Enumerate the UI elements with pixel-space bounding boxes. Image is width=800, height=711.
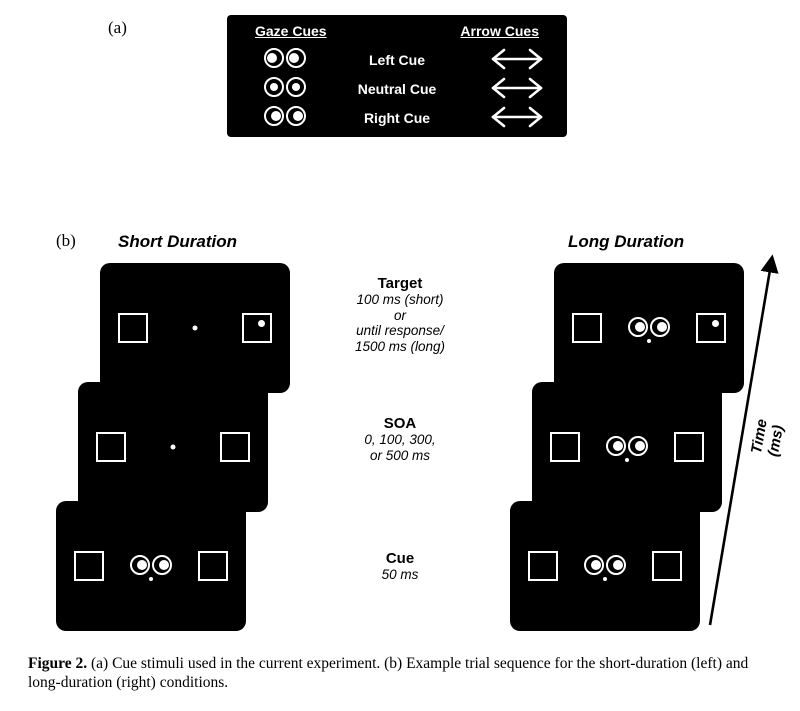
stage-target: Target 100 ms (short)oruntil response/15… bbox=[310, 275, 490, 354]
fixation-dot bbox=[193, 326, 198, 331]
short-duration-title: Short Duration bbox=[118, 232, 237, 252]
target-dot bbox=[712, 320, 719, 327]
stage-cue-detail: 50 ms bbox=[310, 567, 490, 583]
gaze-eyes-icon bbox=[605, 436, 649, 456]
stage-soa-detail: 0, 100, 300,or 500 ms bbox=[310, 432, 490, 463]
left-card-target bbox=[100, 263, 290, 393]
long-duration-title: Long Duration bbox=[568, 232, 684, 252]
target-dot bbox=[258, 320, 265, 327]
left-card-soa bbox=[78, 382, 268, 512]
panel-b-label: (b) bbox=[56, 231, 76, 251]
right-placeholder-box bbox=[696, 313, 726, 343]
right-placeholder-box bbox=[652, 551, 682, 581]
right-placeholder-box bbox=[198, 551, 228, 581]
gaze-eyes-icon bbox=[627, 317, 671, 337]
left-placeholder-box bbox=[74, 551, 104, 581]
gaze-eyes-icon bbox=[129, 555, 173, 575]
right-card-soa bbox=[532, 382, 722, 512]
left-card-cue bbox=[56, 501, 246, 631]
gaze-eyes-icon bbox=[583, 555, 627, 575]
stage-soa: SOA 0, 100, 300,or 500 ms bbox=[310, 415, 490, 463]
row-left-label: Left Cue bbox=[347, 52, 447, 68]
right-card-target bbox=[554, 263, 744, 393]
right-placeholder-box bbox=[242, 313, 272, 343]
gaze-left-icon bbox=[263, 48, 307, 68]
arrow-cues-header: Arrow Cues bbox=[460, 23, 539, 39]
stage-target-detail: 100 ms (short)oruntil response/1500 ms (… bbox=[310, 292, 490, 354]
panel-a-label: (a) bbox=[108, 18, 127, 38]
left-placeholder-box bbox=[572, 313, 602, 343]
left-placeholder-box bbox=[96, 432, 126, 462]
row-right-label: Right Cue bbox=[347, 110, 447, 126]
left-placeholder-box bbox=[550, 432, 580, 462]
left-placeholder-box bbox=[528, 551, 558, 581]
figure-caption: Figure 2. (a) Cue stimuli used in the cu… bbox=[28, 654, 772, 693]
gaze-neutral-icon bbox=[263, 77, 307, 97]
right-placeholder-box bbox=[220, 432, 250, 462]
time-axis-label: Time (ms) bbox=[748, 401, 791, 458]
gaze-cues-header: Gaze Cues bbox=[255, 23, 327, 39]
right-card-cue bbox=[510, 501, 700, 631]
pa-arrow-left bbox=[488, 48, 546, 70]
gaze-right-icon bbox=[263, 106, 307, 126]
pa-arrow-neutral bbox=[488, 77, 546, 99]
stage-cue: Cue 50 ms bbox=[310, 550, 490, 583]
row-neutral-label: Neutral Cue bbox=[347, 81, 447, 97]
left-placeholder-box bbox=[118, 313, 148, 343]
right-placeholder-box bbox=[674, 432, 704, 462]
fixation-dot bbox=[171, 445, 176, 450]
pa-arrow-right bbox=[488, 106, 546, 128]
